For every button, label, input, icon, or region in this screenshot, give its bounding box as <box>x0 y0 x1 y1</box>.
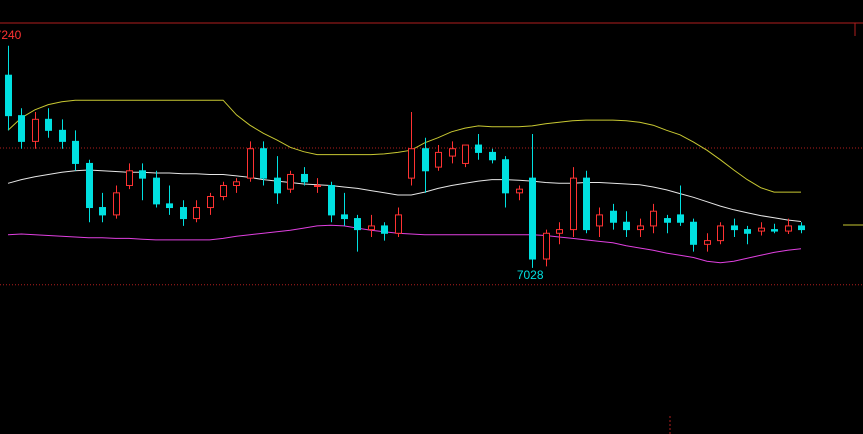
candle-body <box>556 229 563 234</box>
candle-body <box>18 115 25 142</box>
candle-body <box>45 118 52 131</box>
candle-body <box>287 173 294 190</box>
candle-body <box>570 177 577 231</box>
candle-body <box>785 225 792 232</box>
candle-body <box>59 129 66 142</box>
candle-body <box>395 214 402 234</box>
candle-body <box>408 148 415 179</box>
candle-body <box>422 148 429 172</box>
candle-body <box>690 221 697 245</box>
candle-body <box>86 162 93 209</box>
candle-body <box>623 221 630 231</box>
candle-body <box>153 177 160 205</box>
candle-body <box>220 184 227 198</box>
candle-body <box>99 207 106 216</box>
candle-body <box>596 214 603 227</box>
candle-body <box>328 184 335 216</box>
candle-body <box>610 210 617 223</box>
candle-body <box>166 203 173 209</box>
candle-body <box>462 144 469 164</box>
candle-body <box>126 170 133 186</box>
candle-body <box>731 225 738 231</box>
candle-body <box>475 144 482 153</box>
candle-body <box>354 218 361 231</box>
candle-body <box>502 159 509 194</box>
candle-body <box>341 214 348 220</box>
candle-body <box>449 148 456 157</box>
band-line <box>7 224 802 264</box>
candle-body <box>274 177 281 194</box>
candle-body <box>771 229 778 232</box>
candle-body <box>233 181 240 186</box>
candle-body <box>516 188 523 194</box>
candle-body <box>247 148 254 179</box>
candle-body <box>744 229 751 234</box>
candle-body <box>368 225 375 231</box>
candle-body <box>798 225 805 231</box>
candle-body <box>180 207 187 220</box>
candle-body <box>193 207 200 220</box>
low-annotation: 7028 <box>517 268 544 282</box>
candle-body <box>758 227 765 232</box>
candle-body <box>5 74 12 117</box>
candle-body <box>32 118 39 142</box>
high-annotation: 7240 <box>0 28 22 42</box>
candle-body <box>435 151 442 168</box>
candle-body <box>72 140 79 164</box>
candle-body <box>113 192 120 216</box>
candle-body <box>529 177 536 260</box>
candle-body <box>583 177 590 231</box>
candle-body <box>381 225 388 234</box>
candle-body <box>301 173 308 183</box>
candle-body <box>489 151 496 161</box>
candle-body <box>677 214 684 223</box>
candle-body <box>260 148 267 179</box>
candle-body <box>314 184 321 187</box>
band-line <box>7 99 801 193</box>
candle-body <box>704 240 711 245</box>
candle-body <box>664 218 671 223</box>
candle-body <box>543 232 550 260</box>
candle-body <box>650 210 657 227</box>
candle-body <box>207 196 214 209</box>
candle-body <box>717 225 724 242</box>
candle-body <box>637 225 644 231</box>
candle-body <box>139 170 146 179</box>
